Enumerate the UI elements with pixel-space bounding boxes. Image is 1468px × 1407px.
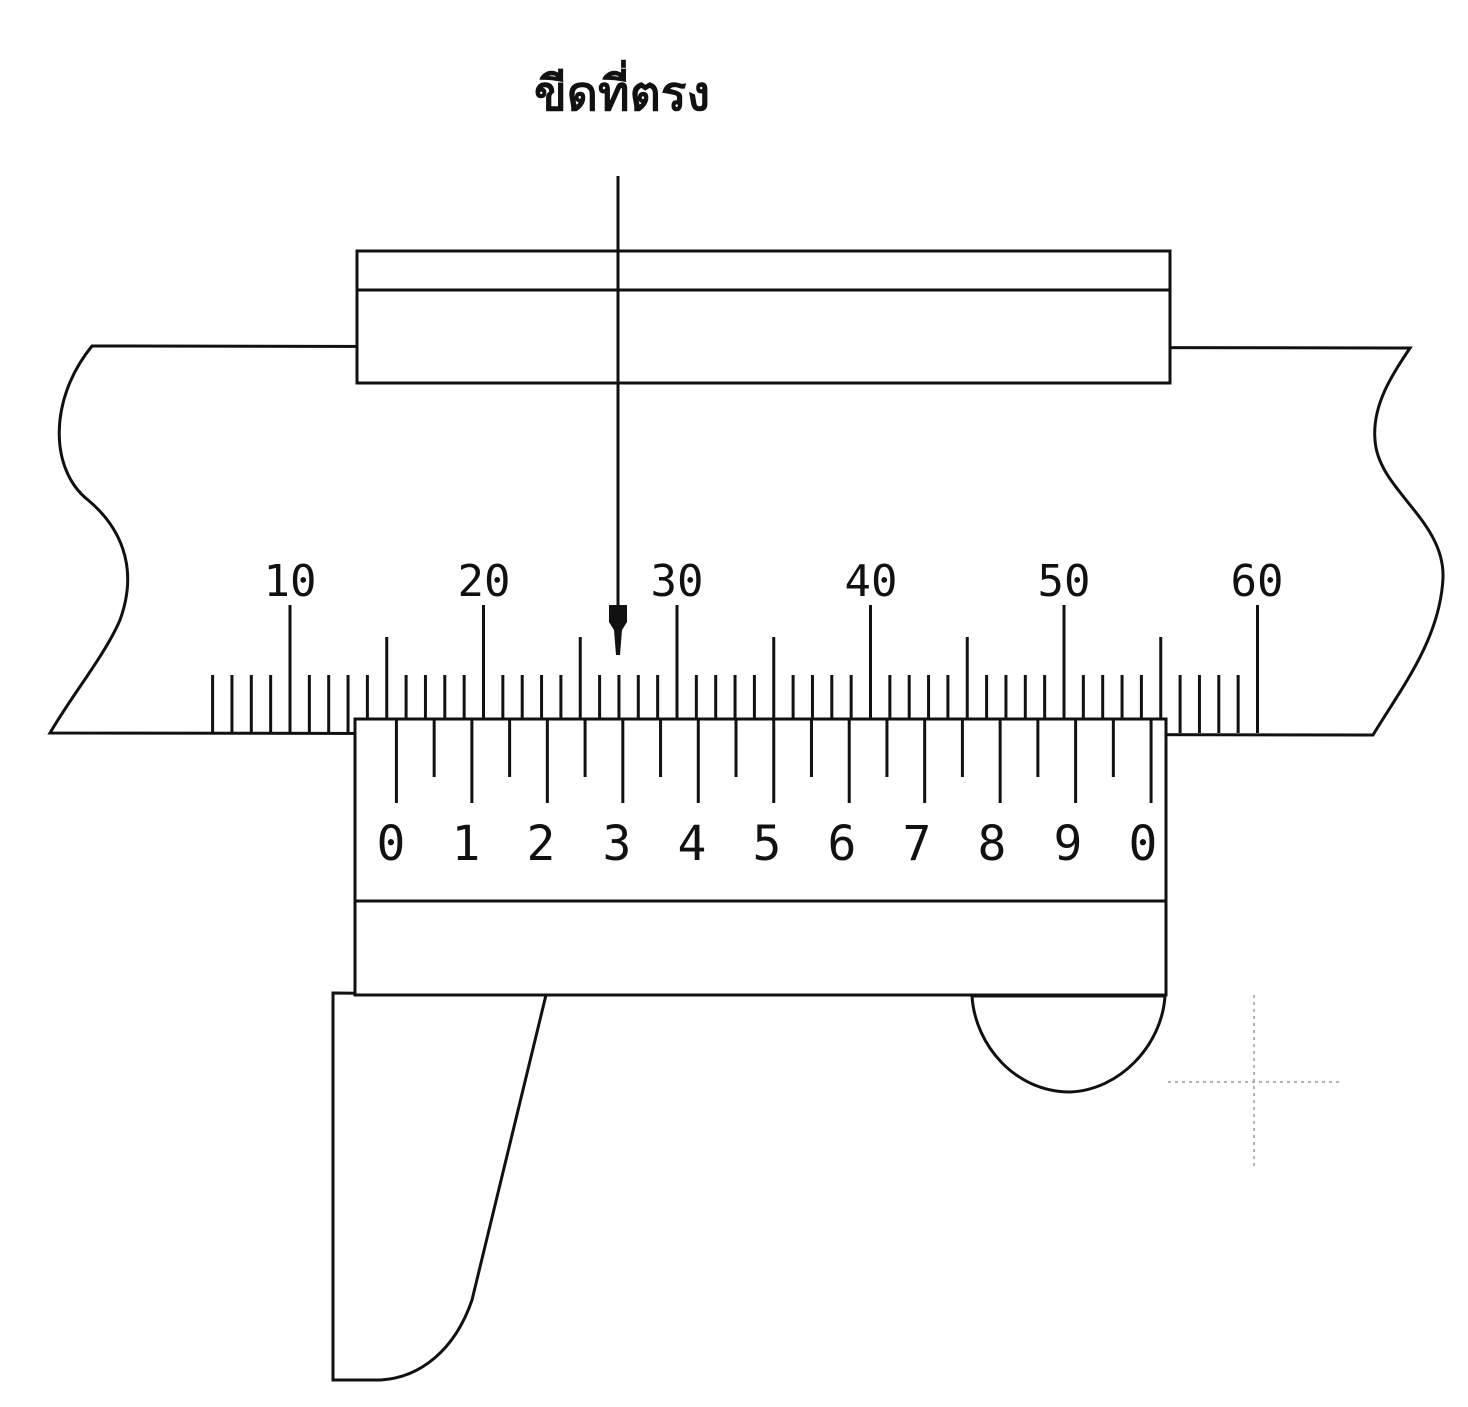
top-slider-housing bbox=[355, 249, 1172, 385]
vernier-label: 8 bbox=[978, 816, 1007, 872]
vernier-scale-ticks bbox=[394, 719, 1153, 803]
vernier-label: 2 bbox=[527, 816, 556, 872]
main-beam bbox=[47, 344, 1445, 737]
annotation-arrow-head bbox=[609, 605, 627, 655]
vernier-label: 4 bbox=[678, 816, 707, 872]
vernier-label: 5 bbox=[753, 816, 782, 872]
fixed-jaw bbox=[331, 991, 548, 1382]
annotation-label: ขีดที่ตรง bbox=[534, 59, 710, 122]
main-scale-label: 60 bbox=[1231, 556, 1284, 607]
vernier-label: 1 bbox=[452, 816, 481, 872]
vernier-label: 7 bbox=[903, 816, 932, 872]
thumb-roller bbox=[970, 994, 1167, 1094]
vernier-slider bbox=[353, 717, 1168, 997]
vernier-label: 6 bbox=[828, 816, 857, 872]
main-scale-label: 40 bbox=[845, 556, 898, 607]
main-scale-label: 50 bbox=[1038, 556, 1091, 607]
vernier-label: 0 bbox=[1129, 816, 1158, 872]
main-scale-label: 30 bbox=[651, 556, 704, 607]
vernier-label: 0 bbox=[377, 816, 406, 872]
main-scale-label: 20 bbox=[458, 556, 511, 607]
main-scale-label: 10 bbox=[264, 556, 317, 607]
vernier-label: 3 bbox=[603, 816, 632, 872]
main-scale-labels: 10 20 30 40 50 60 bbox=[264, 556, 1284, 607]
vernier-label: 9 bbox=[1054, 816, 1083, 872]
vernier-scale-labels: 0 1 2 3 4 5 6 7 8 9 0 bbox=[377, 816, 1158, 872]
